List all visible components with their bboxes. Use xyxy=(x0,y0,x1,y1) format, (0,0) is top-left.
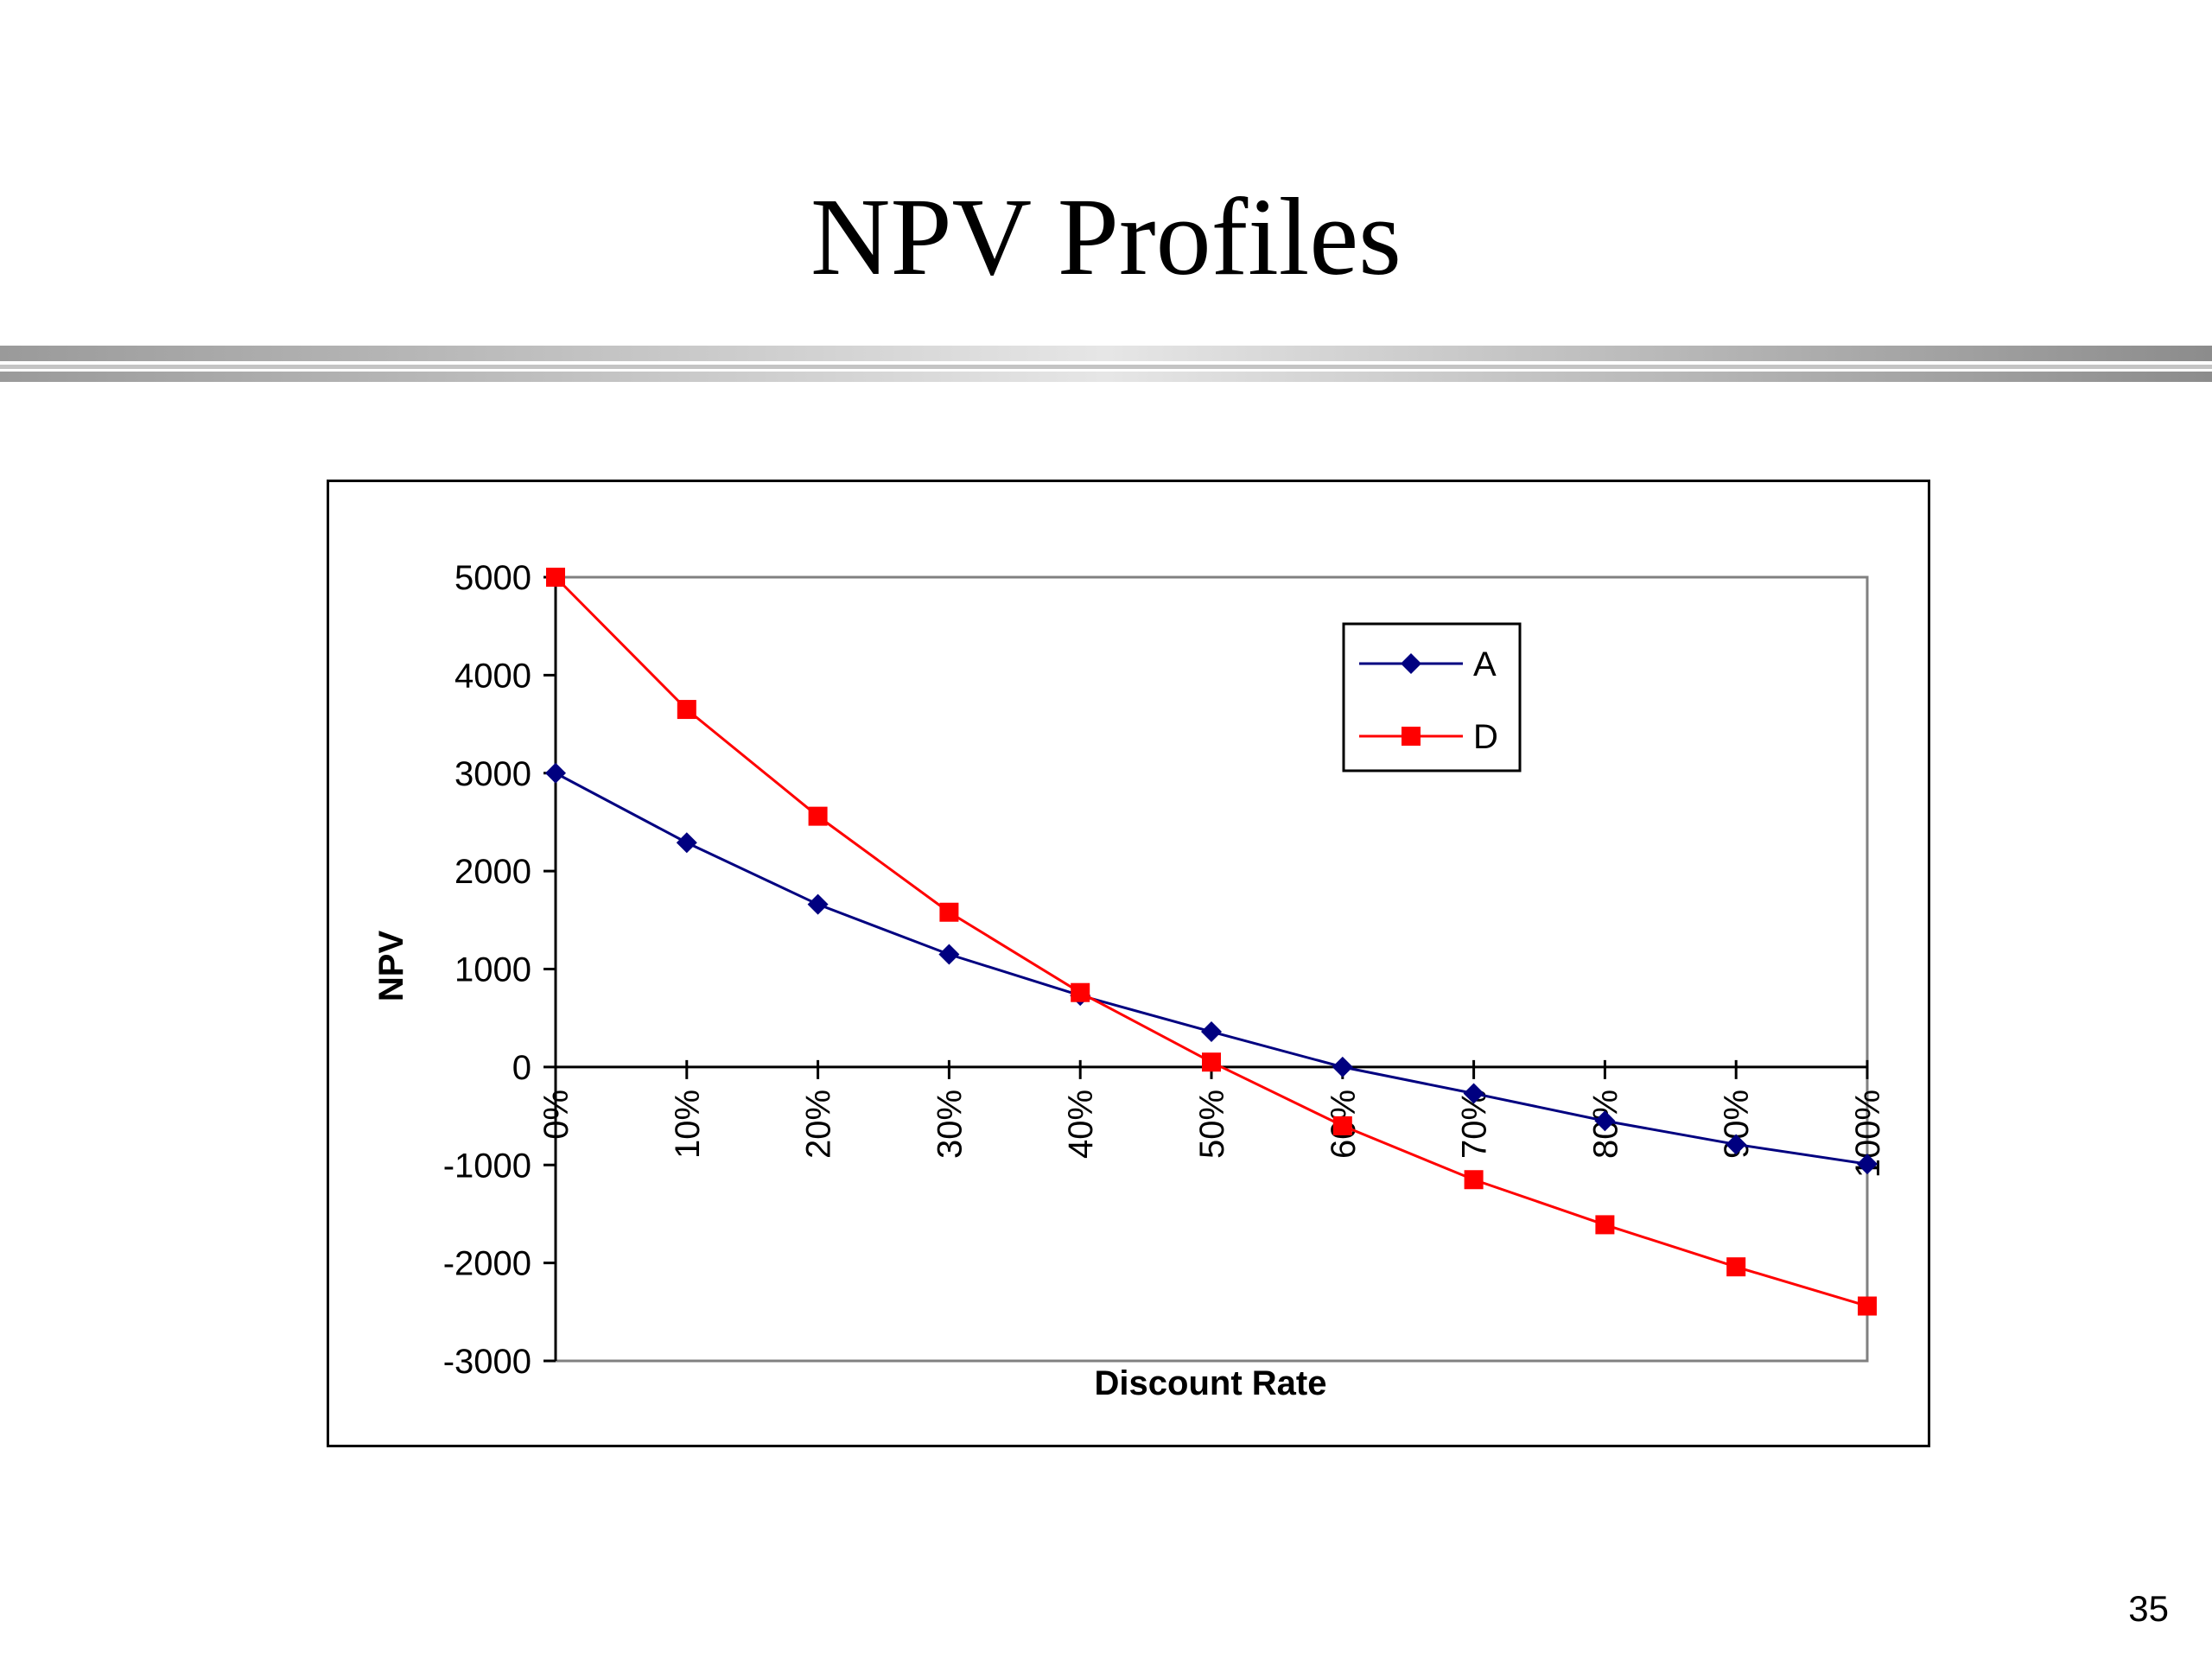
series-d-point xyxy=(1726,1257,1746,1277)
page-title: NPV Profiles xyxy=(810,175,1402,298)
series-d-point xyxy=(808,806,828,826)
legend-box xyxy=(1342,622,1522,772)
legend-label-d: D xyxy=(1473,718,1498,756)
legend-marker xyxy=(1402,727,1421,746)
x-tick-label: 40% xyxy=(1062,1090,1100,1159)
series-a-point xyxy=(1594,1110,1616,1132)
series-d-point xyxy=(1464,1170,1484,1190)
series-d-point xyxy=(939,902,959,922)
y-tick-label: 1000 xyxy=(454,951,531,989)
y-axis-label: NPV xyxy=(372,931,410,1002)
x-tick-label: 20% xyxy=(800,1090,838,1159)
series-a-point xyxy=(1201,1021,1222,1043)
series-d-point xyxy=(1595,1215,1615,1235)
chart-legend: AD xyxy=(1342,622,1522,772)
x-axis-label: Discount Rate xyxy=(1095,1364,1327,1402)
series-a-point xyxy=(807,893,829,915)
y-tick-label: -2000 xyxy=(443,1245,531,1283)
y-tick-label: -1000 xyxy=(443,1147,531,1185)
series-d-point xyxy=(1202,1052,1221,1072)
series-a-point xyxy=(1463,1083,1484,1104)
page-number: 35 xyxy=(2128,1588,2169,1629)
series-d-point xyxy=(1858,1296,1877,1316)
series-a-point xyxy=(1332,1056,1353,1077)
series-a-point xyxy=(676,832,697,854)
npv-chart: 5000 4000 3000 2000 1000 0 -1000 -2000 -3000 0% 10… xyxy=(372,559,1887,1402)
y-tick-label: 5000 xyxy=(454,559,531,597)
x-tick-label: 10% xyxy=(669,1090,707,1159)
series-d-point xyxy=(1332,1116,1352,1135)
title-divider xyxy=(0,346,2212,382)
series-a-point xyxy=(1726,1134,1747,1155)
y-tick-label: -3000 xyxy=(443,1343,531,1381)
legend-label-a: A xyxy=(1473,645,1497,683)
series-a-point xyxy=(1857,1154,1878,1175)
series-a-point xyxy=(545,762,566,784)
series-d-point xyxy=(546,568,565,587)
y-tick-label: 3000 xyxy=(454,755,531,793)
y-tick-label: 2000 xyxy=(454,853,531,891)
x-tick-label: 30% xyxy=(931,1090,969,1159)
plot-area xyxy=(554,575,1869,1363)
series-d-point xyxy=(677,700,696,720)
legend-marker xyxy=(1401,653,1421,674)
series-d-point xyxy=(1071,982,1090,1002)
y-tick-label: 4000 xyxy=(454,657,531,695)
x-tick-label: 50% xyxy=(1193,1090,1231,1159)
x-tick-label: 0% xyxy=(537,1090,575,1140)
y-tick-label: 0 xyxy=(512,1049,531,1087)
chart-container: 5000 4000 3000 2000 1000 0 -1000 -2000 -3000 0% 10… xyxy=(327,480,1930,1447)
series-a-point xyxy=(938,944,960,965)
